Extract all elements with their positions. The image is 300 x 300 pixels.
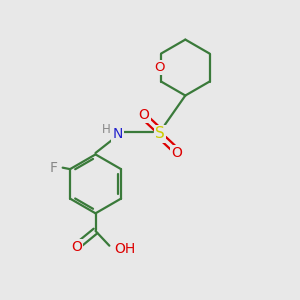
Text: H: H — [101, 123, 110, 136]
Text: OH: OH — [115, 242, 136, 256]
Text: F: F — [50, 161, 58, 175]
Text: O: O — [139, 108, 149, 122]
Text: N: N — [112, 127, 123, 141]
Text: O: O — [154, 61, 165, 74]
Text: S: S — [155, 126, 165, 141]
Text: O: O — [171, 146, 182, 160]
Text: O: O — [71, 240, 82, 254]
